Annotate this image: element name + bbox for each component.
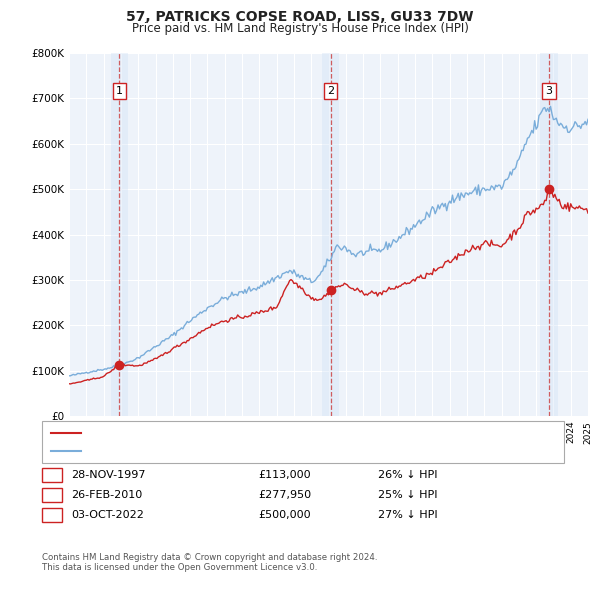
Bar bbox=[322, 53, 340, 416]
Text: 28-NOV-1997: 28-NOV-1997 bbox=[71, 470, 145, 480]
Text: 3: 3 bbox=[545, 86, 553, 96]
Text: Price paid vs. HM Land Registry's House Price Index (HPI): Price paid vs. HM Land Registry's House … bbox=[131, 22, 469, 35]
Text: 27% ↓ HPI: 27% ↓ HPI bbox=[378, 510, 437, 520]
Text: 26% ↓ HPI: 26% ↓ HPI bbox=[378, 470, 437, 480]
Text: 2: 2 bbox=[49, 490, 55, 500]
Text: Contains HM Land Registry data © Crown copyright and database right 2024.
This d: Contains HM Land Registry data © Crown c… bbox=[42, 553, 377, 572]
Text: 03-OCT-2022: 03-OCT-2022 bbox=[71, 510, 143, 520]
Bar bbox=[541, 53, 558, 416]
Text: 57, PATRICKS COPSE ROAD, LISS, GU33 7DW: 57, PATRICKS COPSE ROAD, LISS, GU33 7DW bbox=[126, 10, 474, 24]
Text: 3: 3 bbox=[49, 510, 55, 520]
Text: £277,950: £277,950 bbox=[258, 490, 311, 500]
Text: 26-FEB-2010: 26-FEB-2010 bbox=[71, 490, 142, 500]
Text: 1: 1 bbox=[49, 470, 55, 480]
Text: £113,000: £113,000 bbox=[258, 470, 311, 480]
Text: 57, PATRICKS COPSE ROAD, LISS, GU33 7DW (detached house): 57, PATRICKS COPSE ROAD, LISS, GU33 7DW … bbox=[85, 428, 398, 438]
Text: 25% ↓ HPI: 25% ↓ HPI bbox=[378, 490, 437, 500]
Text: HPI: Average price, detached house, East Hampshire: HPI: Average price, detached house, East… bbox=[85, 446, 348, 456]
Bar bbox=[111, 53, 128, 416]
Text: £500,000: £500,000 bbox=[258, 510, 311, 520]
Text: 2: 2 bbox=[327, 86, 334, 96]
Text: 1: 1 bbox=[116, 86, 123, 96]
